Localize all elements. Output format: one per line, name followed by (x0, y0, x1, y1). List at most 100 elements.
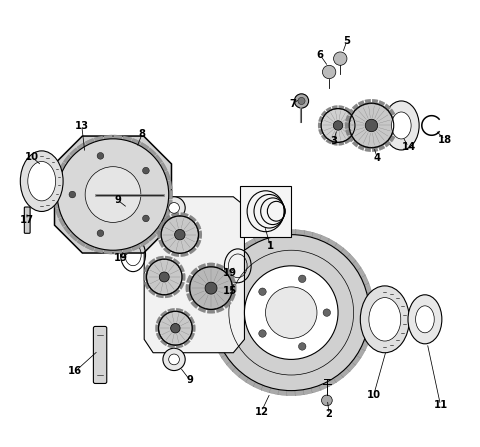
Wedge shape (246, 376, 257, 387)
Wedge shape (227, 360, 238, 371)
Wedge shape (171, 213, 179, 218)
Wedge shape (207, 263, 215, 268)
Wedge shape (278, 230, 288, 238)
Ellipse shape (20, 151, 63, 211)
Wedge shape (156, 325, 159, 332)
Wedge shape (176, 343, 183, 348)
Wedge shape (113, 249, 122, 254)
Wedge shape (372, 146, 378, 152)
Wedge shape (140, 239, 149, 247)
Wedge shape (366, 316, 374, 326)
Wedge shape (214, 274, 224, 286)
Wedge shape (180, 251, 189, 257)
Wedge shape (198, 306, 206, 312)
Wedge shape (349, 110, 355, 117)
Circle shape (168, 202, 180, 213)
Circle shape (205, 282, 217, 294)
Wedge shape (198, 264, 206, 270)
Wedge shape (348, 109, 355, 116)
Wedge shape (147, 148, 156, 156)
Circle shape (168, 354, 180, 365)
Wedge shape (318, 235, 329, 245)
Circle shape (333, 121, 343, 130)
Circle shape (244, 266, 338, 359)
Text: 10: 10 (367, 390, 381, 400)
Text: 18: 18 (438, 135, 452, 145)
Text: 14: 14 (401, 142, 416, 152)
Wedge shape (261, 384, 272, 393)
Wedge shape (191, 268, 199, 276)
Wedge shape (164, 171, 171, 181)
Wedge shape (104, 249, 112, 254)
Wedge shape (140, 142, 149, 150)
Wedge shape (384, 104, 391, 111)
Wedge shape (132, 138, 141, 145)
Wedge shape (122, 136, 132, 142)
Text: 8: 8 (138, 129, 145, 139)
Wedge shape (168, 308, 175, 313)
Wedge shape (209, 291, 218, 301)
Wedge shape (143, 273, 147, 281)
Wedge shape (384, 140, 391, 147)
Wedge shape (217, 347, 228, 358)
Text: 15: 15 (223, 286, 237, 296)
Ellipse shape (369, 298, 401, 341)
Wedge shape (318, 122, 322, 128)
Text: 4: 4 (374, 152, 381, 163)
Circle shape (57, 139, 168, 250)
Wedge shape (189, 333, 195, 340)
Wedge shape (326, 107, 332, 113)
Circle shape (259, 330, 266, 337)
Wedge shape (148, 288, 156, 295)
Circle shape (321, 109, 355, 143)
Circle shape (161, 216, 199, 253)
Wedge shape (160, 217, 168, 227)
Wedge shape (156, 333, 162, 340)
Wedge shape (187, 275, 193, 283)
Text: 5: 5 (344, 36, 350, 46)
Wedge shape (332, 371, 344, 383)
Wedge shape (378, 144, 385, 151)
Wedge shape (311, 232, 322, 242)
Circle shape (163, 348, 185, 371)
Wedge shape (54, 200, 59, 209)
Wedge shape (345, 360, 356, 371)
Wedge shape (223, 300, 231, 308)
Wedge shape (94, 247, 103, 253)
Wedge shape (364, 291, 373, 301)
Wedge shape (55, 209, 62, 218)
Wedge shape (132, 244, 141, 251)
Wedge shape (349, 134, 355, 140)
Wedge shape (367, 308, 374, 317)
Circle shape (323, 309, 331, 316)
Circle shape (323, 65, 336, 79)
Wedge shape (53, 190, 58, 199)
Wedge shape (345, 253, 356, 265)
Wedge shape (253, 235, 264, 245)
Wedge shape (214, 339, 224, 351)
Wedge shape (227, 253, 238, 265)
Wedge shape (144, 282, 150, 289)
Wedge shape (77, 239, 86, 247)
Wedge shape (338, 105, 344, 110)
Ellipse shape (392, 112, 411, 139)
Ellipse shape (28, 161, 56, 201)
Wedge shape (188, 246, 196, 254)
Ellipse shape (384, 101, 419, 150)
Circle shape (146, 259, 182, 295)
Wedge shape (198, 231, 202, 239)
Wedge shape (366, 299, 374, 309)
Wedge shape (208, 316, 216, 326)
Wedge shape (163, 246, 171, 254)
Wedge shape (332, 141, 337, 145)
Wedge shape (362, 332, 372, 343)
Wedge shape (393, 122, 398, 128)
Wedge shape (144, 265, 150, 272)
Wedge shape (183, 311, 191, 317)
Wedge shape (165, 256, 172, 261)
Wedge shape (365, 99, 371, 105)
Wedge shape (303, 231, 313, 239)
Wedge shape (318, 380, 329, 390)
Wedge shape (348, 135, 355, 142)
Wedge shape (77, 142, 86, 150)
